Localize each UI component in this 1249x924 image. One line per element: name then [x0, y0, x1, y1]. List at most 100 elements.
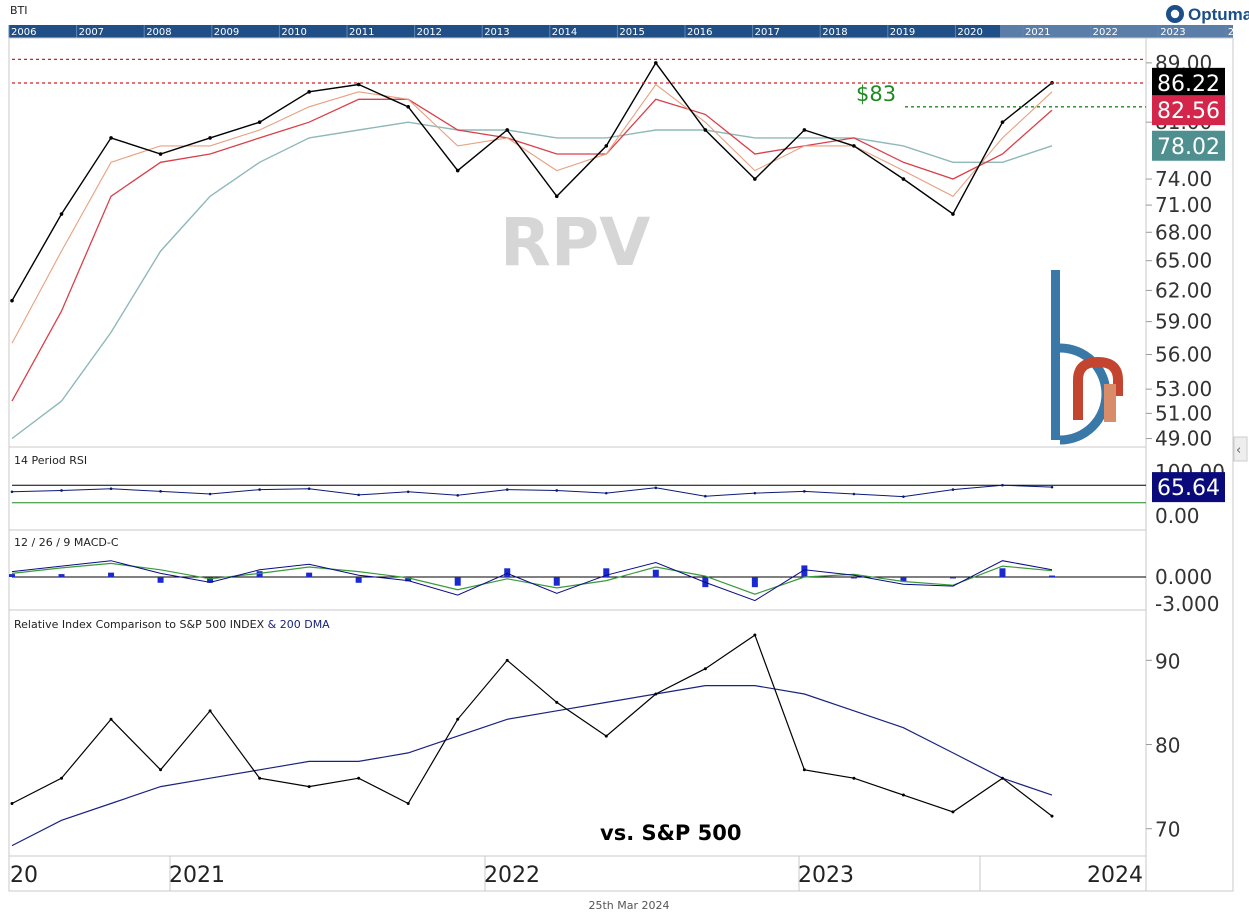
relative-point [604, 734, 608, 738]
navigator-year-label: 2012 [417, 27, 442, 38]
relative-point [1050, 814, 1054, 818]
navigator-year-label: 2019 [890, 27, 915, 38]
navigator-year-label: 2016 [687, 27, 712, 38]
price-series-ma-slow-line [11, 121, 1053, 440]
price-value-tag [1152, 95, 1225, 126]
relative-point [852, 776, 856, 780]
relative-point [654, 692, 658, 696]
price-point [802, 128, 807, 132]
timeline-navigator[interactable] [9, 25, 1233, 38]
navigator-year-label: 2009 [214, 27, 239, 38]
macd-histogram-bar [553, 577, 560, 586]
relative-point [159, 768, 163, 772]
rsi-point [902, 495, 905, 498]
relative-point [109, 717, 113, 721]
chevron-left-icon: ‹ [1236, 443, 1241, 458]
price-value-tag-text: 78.02 [1157, 135, 1220, 160]
rsi-point [60, 489, 63, 492]
rsi-point [555, 489, 559, 492]
relative-point [208, 709, 212, 713]
macd-histogram-bar [405, 577, 412, 582]
price-value-tag [1152, 130, 1225, 161]
rsi-panel-title: 14 Period RSI [14, 454, 87, 467]
macd-histogram-bar [108, 572, 115, 577]
macd-histogram-bar [850, 577, 857, 579]
price-y-tick-label: 53.00 [1155, 377, 1212, 401]
relative-point [753, 633, 757, 637]
relative-panel-title: Relative Index Comparison to S&P 500 IND… [14, 618, 330, 631]
x-axis-year-label: 2023 [798, 863, 854, 888]
price-point [1000, 120, 1005, 124]
rsi-point [406, 490, 410, 494]
price-point [703, 128, 708, 132]
price-point [406, 105, 410, 109]
relative-title-dma: & 200 DMA [268, 618, 331, 631]
macd-histogram-bar [1049, 575, 1055, 577]
price-point [455, 168, 460, 173]
price-point [59, 212, 64, 216]
navigator-window[interactable] [1000, 25, 1233, 38]
price-point [208, 136, 212, 140]
macd-line [11, 560, 1053, 602]
rsi-point [803, 490, 806, 493]
macd-histogram-bar [256, 571, 263, 577]
price-point [852, 144, 856, 148]
rsi-point [654, 486, 658, 490]
relative-point [555, 700, 559, 704]
price-point [901, 177, 906, 181]
macd-histogram-bar [504, 568, 511, 577]
price-y-tick-label: 51.00 [1155, 401, 1212, 425]
rsi-panel [8, 446, 1147, 531]
navigator-year-label: 2008 [146, 27, 171, 38]
price-y-tick-label: 71.00 [1155, 193, 1212, 217]
navigator-year-label: 2010 [281, 27, 306, 38]
price-y-tick-label: 62.00 [1155, 278, 1212, 302]
watermark-symbol: RPV [500, 204, 650, 281]
macd-panel-title: 12 / 26 / 9 MACD-C [14, 536, 119, 549]
rsi-point [208, 492, 212, 496]
price-y-tick-label: 59.00 [1155, 310, 1212, 334]
side-panel-toggle[interactable] [1233, 436, 1248, 462]
macd-histogram-bar [9, 574, 15, 577]
relative-point [1000, 776, 1004, 780]
optuma-logo: Optuma [1166, 5, 1249, 24]
chart-date: 25th Mar 2024 [588, 899, 669, 912]
macd-histogram-bar [306, 572, 313, 577]
price-point [109, 136, 113, 140]
rsi-point [951, 488, 955, 491]
relative-title-main: Relative Index Comparison to S&P 500 IND… [14, 618, 265, 631]
macd-panel [8, 529, 1147, 611]
navigator-year-label: 2011 [349, 27, 374, 38]
macd-histogram-bar [900, 577, 907, 582]
macd-y-tick-label: -3.000 [1155, 592, 1219, 616]
rsi-point [1001, 483, 1004, 487]
price-series-ma-mid-line [11, 98, 1053, 402]
relative-y-tick-label: 90 [1155, 649, 1180, 673]
navigator-year-label: 2014 [552, 27, 577, 38]
rsi-point [109, 487, 113, 491]
relative-y-tick-label: 80 [1155, 734, 1180, 758]
rsi-point [704, 494, 707, 498]
relative-point [901, 793, 905, 797]
relative-point [951, 810, 955, 814]
price-y-tick-label: 56.00 [1155, 342, 1212, 366]
navigator-year-label: 2024 [1228, 27, 1249, 38]
rsi-value-tag-text: 65.64 [1157, 476, 1220, 501]
price-value-tag-text: 82.56 [1157, 99, 1220, 124]
price-point [307, 90, 311, 94]
relative-point [258, 776, 262, 780]
x-axis-year-label: 2021 [169, 863, 225, 888]
macd-histogram-bar [603, 568, 610, 577]
price-y-tick-label: 68.00 [1155, 220, 1212, 244]
price-series-price-line [11, 61, 1053, 302]
navigator-year-label: 2015 [619, 27, 644, 38]
support-level-label: $83 [856, 82, 896, 106]
rsi-value-tag [1152, 472, 1225, 503]
relative-point [406, 801, 410, 805]
publisher-logo [1051, 270, 1123, 445]
macd-signal-line [11, 562, 1053, 595]
price-point [10, 298, 14, 303]
rsi-point [159, 490, 162, 493]
